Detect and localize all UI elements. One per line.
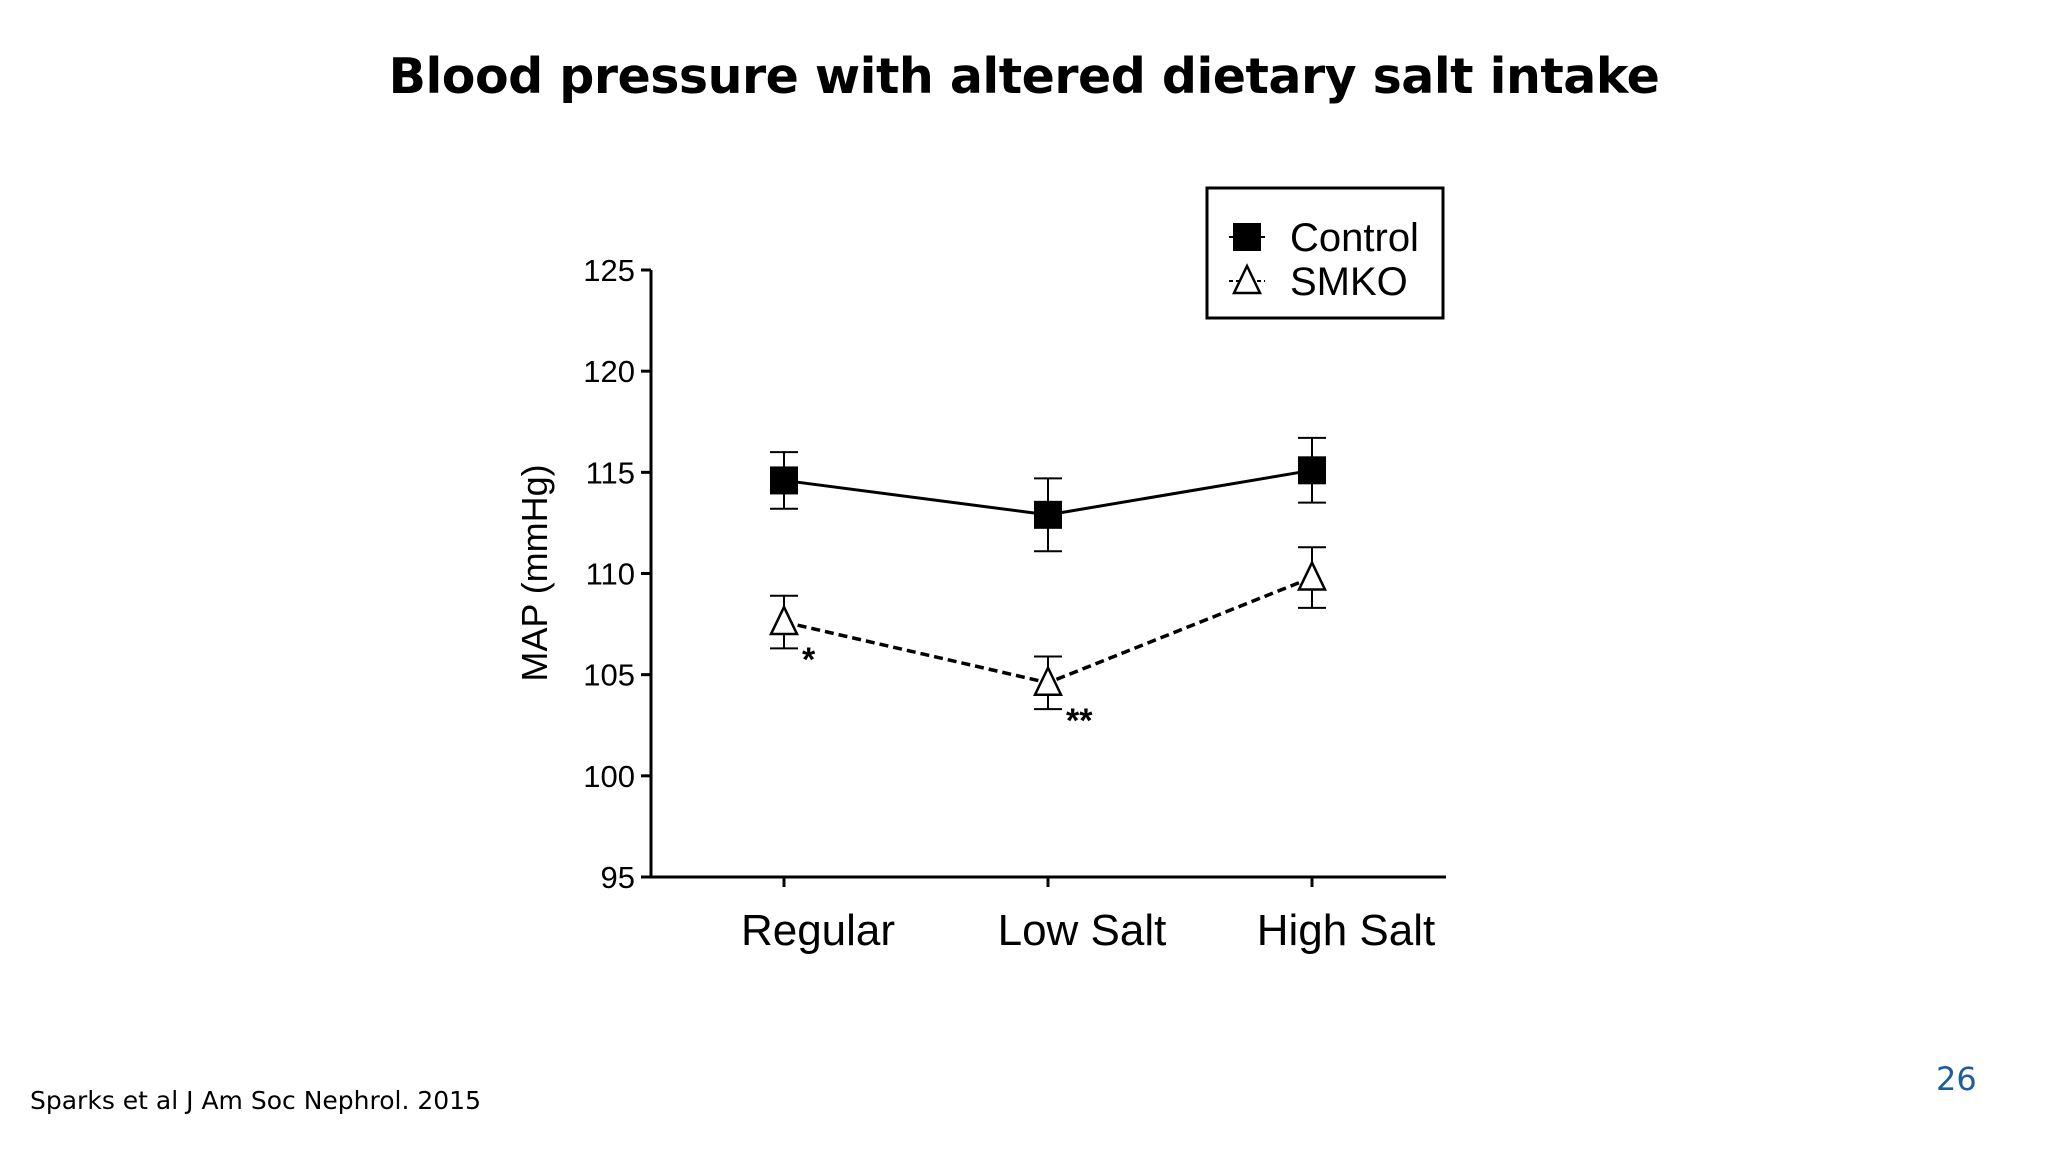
marker-square-point (1034, 500, 1062, 529)
significance-marker: * (802, 641, 816, 679)
legend-label: SMKO (1290, 260, 1408, 304)
y-tick-label: 105 (583, 658, 635, 693)
x-axis-ticks: Regular Low Salt High Salt (741, 877, 1435, 955)
marker-square-point (770, 466, 798, 495)
y-tick-label: 125 (583, 253, 635, 288)
legend-item-control: Control (1229, 216, 1419, 260)
marker-triangle-point (769, 604, 799, 636)
marker-triangle-legend (1232, 263, 1262, 295)
page-number: 26 (1936, 1060, 1977, 1098)
y-axis-title: MAP (mmHg) (514, 464, 555, 681)
citation: Sparks et al J Am Soc Nephrol. 2015 (30, 1086, 481, 1115)
marker-triangle-point (1297, 559, 1327, 591)
marker-triangle-point (1033, 664, 1063, 697)
x-category-label: High Salt (1257, 906, 1436, 955)
y-tick-label: 95 (601, 860, 635, 895)
significance-annotations: *** (802, 641, 1093, 740)
y-tick-label: 115 (586, 455, 635, 490)
marker-square-legend (1233, 223, 1261, 251)
chart-axes (649, 270, 1446, 879)
y-tick-label: 120 (583, 354, 635, 389)
x-category-label: Low Salt (998, 906, 1167, 955)
series-smko (769, 546, 1327, 711)
slide-title: Blood pressure with altered dietary salt… (388, 48, 1660, 105)
significance-marker: ** (1066, 702, 1093, 740)
marker-square-point (1298, 456, 1326, 485)
y-tick-label: 110 (586, 557, 635, 592)
y-axis-ticks: 95 100 105 110 115 120 125 (583, 253, 651, 895)
series-layer (769, 436, 1327, 711)
legend-label: Control (1290, 216, 1419, 260)
x-category-label: Regular (741, 906, 895, 955)
series-control (770, 436, 1326, 553)
y-tick-label: 100 (583, 759, 635, 794)
legend-item-smko: SMKO (1229, 260, 1408, 304)
legend-box (1205, 186, 1445, 320)
